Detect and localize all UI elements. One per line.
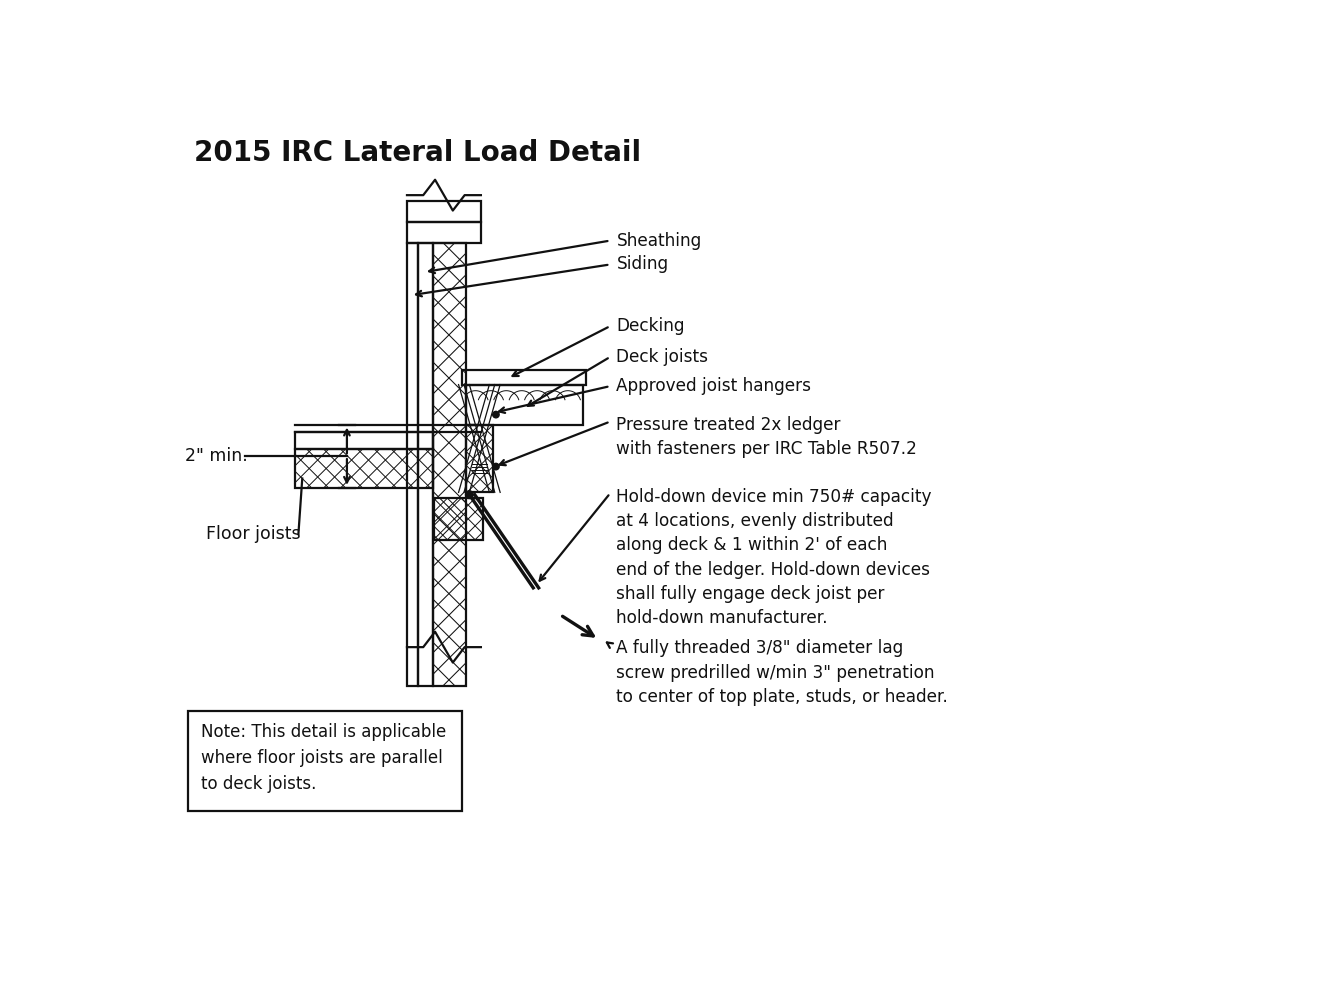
Text: A fully threaded 3/8" diameter lag
screw predrilled w/min 3" penetration
to cent: A fully threaded 3/8" diameter lag screw… (617, 639, 949, 706)
Bar (294, 432, 433, 449)
Text: Deck joists: Deck joists (617, 348, 708, 366)
Bar (418, 243, 433, 686)
Bar (434, 497, 484, 540)
Bar (294, 449, 433, 488)
Bar (465, 385, 582, 424)
Bar (407, 201, 481, 222)
Bar (407, 222, 481, 243)
Text: Decking: Decking (617, 317, 685, 335)
Circle shape (493, 464, 499, 470)
Bar (407, 243, 418, 686)
Text: 2015 IRC Lateral Load Detail: 2015 IRC Lateral Load Detail (195, 139, 641, 166)
Text: Approved joist hangers: Approved joist hangers (617, 378, 812, 395)
Bar (461, 370, 586, 385)
Bar (188, 712, 461, 812)
Text: Pressure treated 2x ledger
with fasteners per IRC Table R507.2: Pressure treated 2x ledger with fastener… (617, 416, 918, 459)
Text: Note: This detail is applicable
where floor joists are parallel
to deck joists.: Note: This detail is applicable where fl… (200, 723, 446, 793)
Text: Hold-down device min 750# capacity
at 4 locations, evenly distributed
along deck: Hold-down device min 750# capacity at 4 … (617, 488, 931, 627)
Circle shape (465, 491, 473, 498)
Circle shape (493, 411, 499, 418)
Text: Siding: Siding (617, 256, 668, 274)
Text: Sheathing: Sheathing (617, 232, 702, 250)
Bar (465, 424, 493, 493)
Bar (433, 243, 465, 686)
Text: Floor joists: Floor joists (206, 525, 301, 543)
Text: 2" min.: 2" min. (185, 447, 249, 465)
